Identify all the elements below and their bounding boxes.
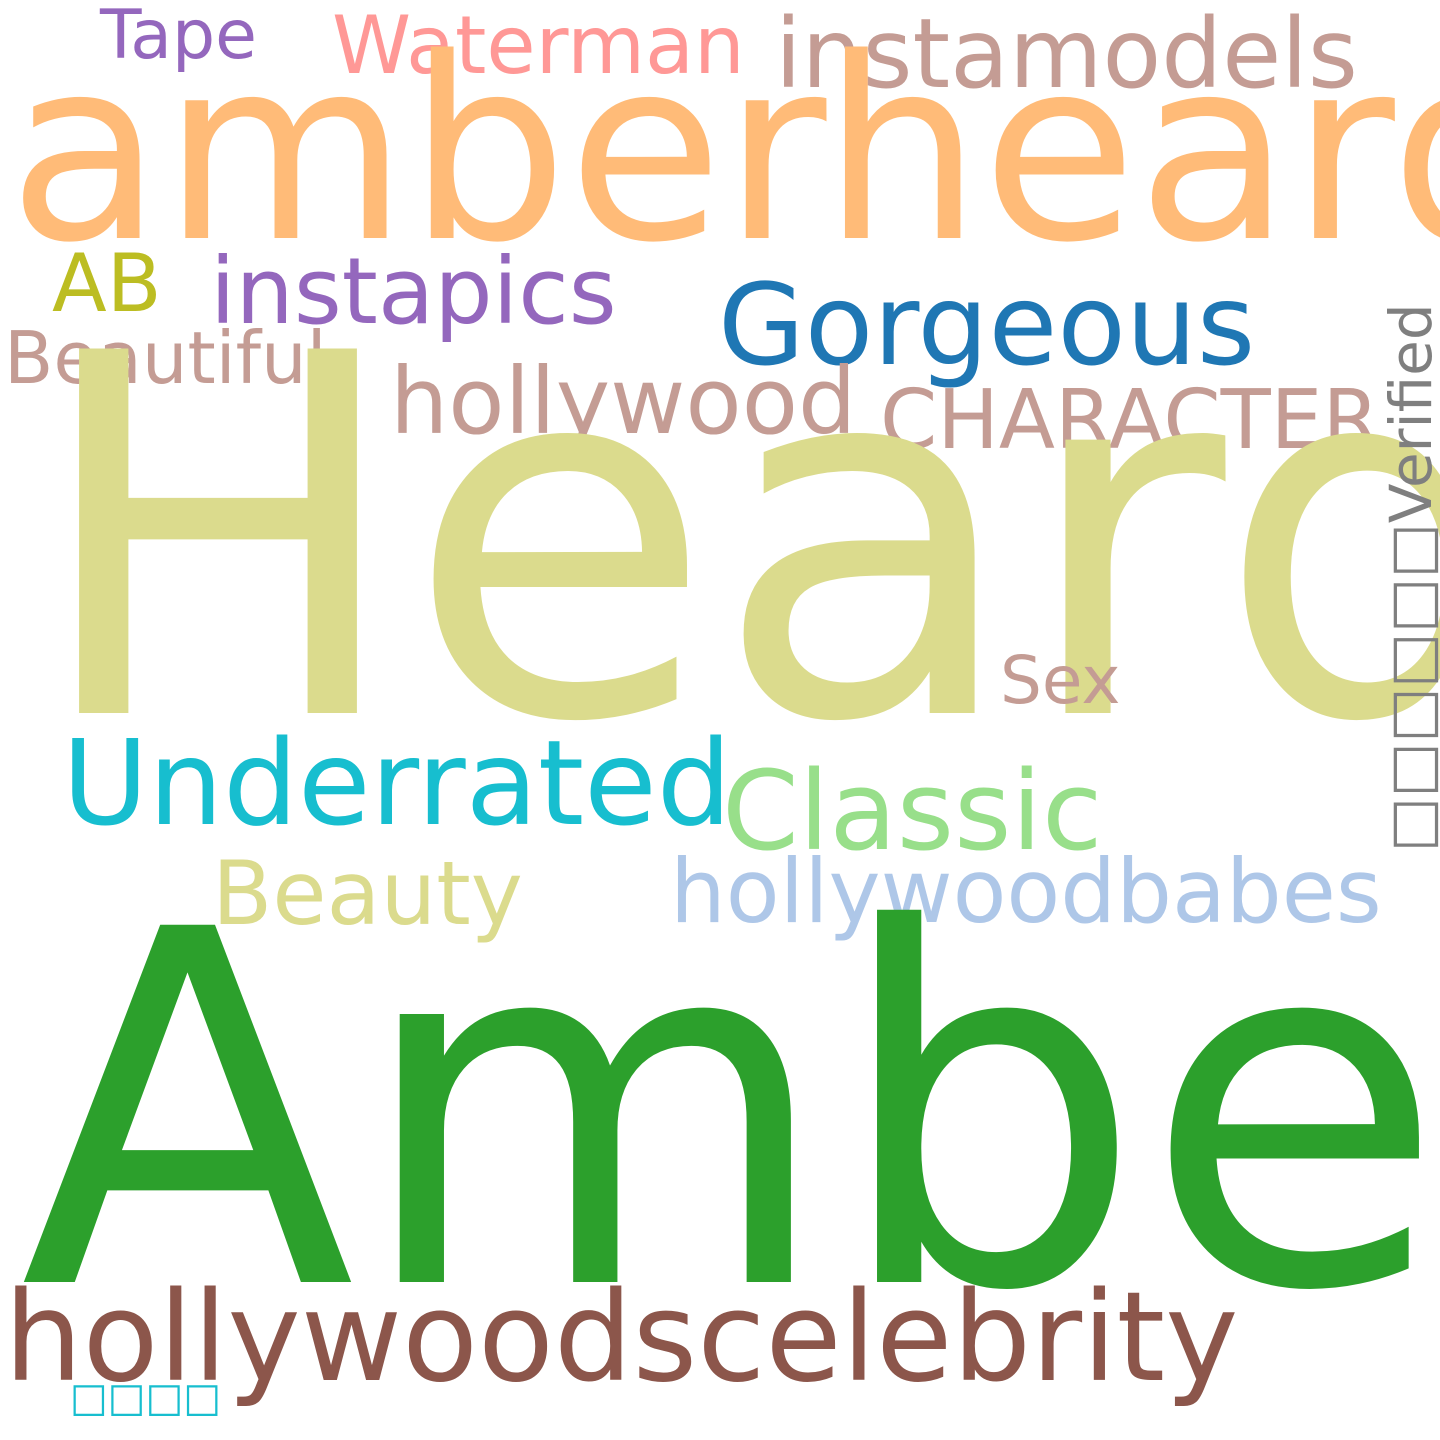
word-beautiful: Beautiful	[4, 316, 327, 400]
word-beauty: Beauty	[212, 842, 523, 945]
word-gorgeous: Gorgeous	[718, 261, 1256, 391]
word-amberheard: amberheard	[8, 5, 1440, 298]
word-underrated: Underrated	[62, 714, 732, 852]
word-waterman: Waterman	[332, 0, 745, 92]
word-instamodels: instamodels	[775, 0, 1358, 110]
word-classic: Classic	[722, 747, 1103, 875]
word-verified: □□□□□□Verified	[1377, 303, 1440, 852]
word-cjk-glyphs: □□□□	[70, 1375, 222, 1421]
word-hollywoodbabes: hollywoodbabes	[670, 840, 1382, 943]
word-heard: Heard	[30, 249, 1440, 831]
word-amber: Amber	[20, 827, 1440, 1398]
word-hollywoodscelebrity: hollywoodscelebrity	[4, 1266, 1239, 1410]
word-tape: Tape	[100, 0, 257, 75]
word-character: CHARACTER	[880, 373, 1380, 468]
word-sex: Sex	[1000, 642, 1121, 719]
word-instapics: instapics	[210, 238, 617, 345]
word-ab: AB	[52, 237, 162, 330]
word-hollywood: hollywood	[390, 348, 857, 455]
